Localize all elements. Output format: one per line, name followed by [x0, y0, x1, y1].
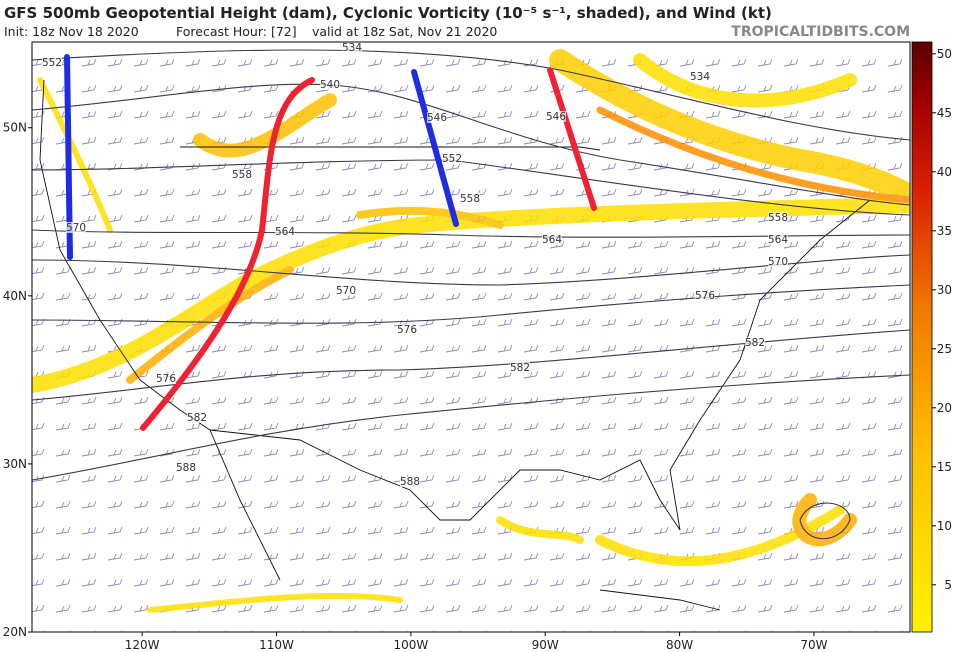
colorbar-tick-label: 5	[944, 578, 952, 592]
colorbar-tick-label: 45	[937, 106, 952, 120]
colorbar-tick-label: 30	[937, 283, 952, 297]
contour-label: 546	[546, 111, 566, 123]
title: GFS 500mb Geopotential Height (dam), Cyc…	[4, 4, 772, 22]
contour-label-bg	[460, 193, 480, 204]
contour-label: 552	[442, 153, 462, 165]
contour-label: 570	[768, 256, 788, 268]
contour-label: 588	[176, 462, 196, 474]
lat-tick-label: 50N	[3, 121, 27, 135]
contour-label: 558	[232, 169, 252, 181]
contour-label: 576	[397, 324, 417, 336]
contour-label: 558	[768, 212, 788, 224]
contour-label: 576	[695, 290, 715, 302]
contour-label-bg	[342, 42, 362, 53]
contour-label: 570	[66, 222, 86, 234]
contour-label: 564	[542, 234, 562, 246]
contour-label: 570	[336, 285, 356, 297]
contour-label-bg	[510, 362, 530, 373]
vorticity-shading	[32, 49, 910, 613]
lon-tick-label: 110W	[259, 638, 294, 652]
contour-label: 582	[187, 412, 207, 424]
contour-label-bg	[400, 476, 420, 487]
axes: 20N 30N 40N 50N 120W 110W 100W 90W 80W 70W	[3, 121, 828, 652]
colorbar-tick-label: 10	[937, 519, 952, 533]
colorbar-tick-label: 20	[937, 401, 952, 415]
contour-label-bg	[745, 337, 765, 348]
contour-label-bg	[427, 112, 447, 123]
contour-label-bg	[690, 71, 710, 82]
lat-tick-label: 40N	[3, 289, 27, 303]
lat-tick-label: 20N	[3, 625, 27, 639]
contour-label-bg	[42, 57, 62, 68]
contour-label-bg	[768, 234, 788, 245]
contour-label-bg	[187, 412, 207, 423]
map-frame	[31, 41, 911, 633]
contour-label: 582	[510, 362, 530, 374]
contour-label: 558	[460, 193, 480, 205]
map-area: 552 534 540 546 552 558 558 564 570 564 558 564 570 5…	[32, 42, 910, 632]
contour-label-bg	[695, 290, 715, 301]
lon-tick-label: 70W	[800, 638, 827, 652]
contour-label-bg	[442, 153, 462, 164]
contour-label-bg	[542, 234, 562, 245]
contour-labels: 552 534 540 546 552 558 558 564 570 564 558 564 570 5…	[42, 42, 788, 488]
contour-label: 576	[156, 373, 176, 385]
colorbar-tick-label: 25	[937, 342, 952, 356]
contour-label: 582	[745, 337, 765, 349]
contour-label: 552	[42, 57, 62, 69]
contour-label-bg	[320, 79, 340, 90]
contour-label-bg	[66, 222, 86, 233]
contour-label-bg	[156, 373, 176, 384]
lon-tick-label: 120W	[125, 638, 160, 652]
init-time: Init: 18z Nov 18 2020	[4, 24, 139, 39]
contour-label-bg	[546, 111, 566, 122]
contour-label-bg	[336, 285, 356, 296]
colorbar-tick-label: 35	[937, 224, 952, 238]
contour-label-bg	[232, 169, 252, 180]
lon-tick-label: 80W	[666, 638, 693, 652]
contour-label: 534	[342, 42, 362, 54]
contour-label: 588	[400, 476, 420, 488]
contour-label: 564	[768, 234, 788, 246]
colorbar-tick-label: 50	[937, 47, 952, 61]
height-contours	[32, 49, 910, 540]
contour-label-bg	[275, 226, 295, 237]
contour-label: 564	[275, 226, 295, 238]
forecast-hour: Forecast Hour: [72]	[176, 24, 297, 39]
colorbar-tick-label: 15	[937, 460, 952, 474]
contour-label-bg	[768, 212, 788, 223]
valid-time: valid at 18z Sat, Nov 21 2020	[312, 24, 497, 39]
colorbar-ticks: 5 10 15 20 25 30 35 40 45 50	[932, 47, 952, 592]
colorbar	[911, 41, 933, 633]
lon-tick-label: 90W	[532, 638, 559, 652]
contour-label: 540	[320, 79, 340, 91]
lat-tick-label: 30N	[3, 457, 27, 471]
brand: TROPICALTIDBITS.COM	[731, 24, 910, 40]
contour-label: 546	[427, 112, 447, 124]
colorbar-tick-label: 40	[937, 165, 952, 179]
contour-label-bg	[397, 324, 417, 335]
contour-label-bg	[768, 256, 788, 267]
contour-label-bg	[176, 462, 196, 473]
lon-tick-label: 100W	[393, 638, 428, 652]
contour-label: 534	[690, 71, 710, 83]
